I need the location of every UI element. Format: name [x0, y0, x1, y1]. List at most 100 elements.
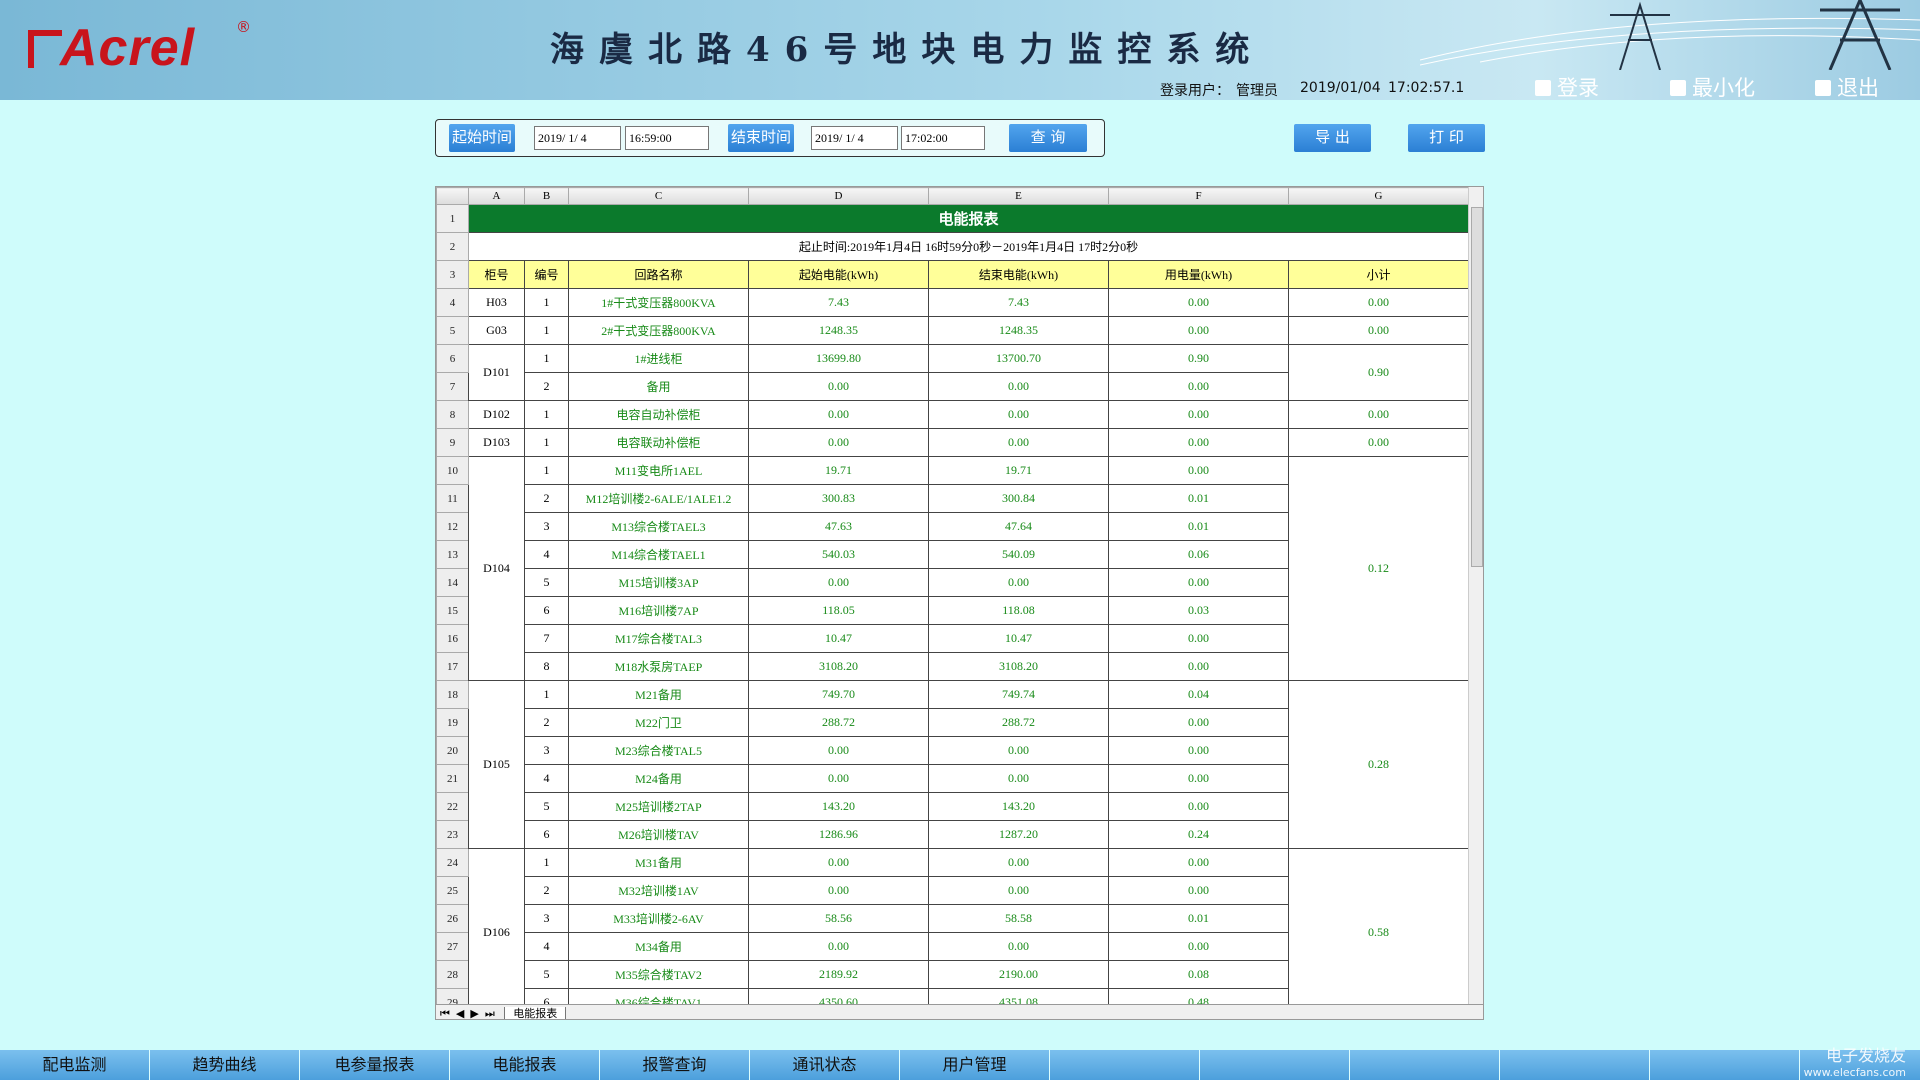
- nav-empty: [1650, 1050, 1800, 1080]
- circuit-name: M11变电所1AEL: [568, 456, 749, 485]
- nav-empty: [1050, 1050, 1200, 1080]
- sheet-row: 18 D105 1 M21备用 749.70 749.74 0.04 0.28: [436, 680, 1468, 849]
- nav-item[interactable]: 电参量报表: [300, 1050, 450, 1080]
- spreadsheet: A B C D E F G 1 电能报表 2 起止时间:2019年1月4日 16时59分0秒－201…: [435, 186, 1484, 1020]
- sheet-row: 8 D102 1 电容自动补偿柜 0.00 0.00 0.00 0.00: [436, 400, 1468, 429]
- circuit-number: 4: [524, 540, 569, 569]
- logo-icon: [28, 30, 62, 68]
- header: Acrel ® 海虞北路46号地块电力监控系统 登录用户： 管理员 2019/0…: [0, 0, 1920, 100]
- sheet-grid: A B C D E F G 1 电能报表 2 起止时间:2019年1月4日 16时59分0秒－201…: [436, 187, 1468, 1004]
- sheet-row: 9 D103 1 电容联动补偿柜 0.00 0.00 0.00 0.00: [436, 428, 1468, 457]
- scroll-thumb[interactable]: [1471, 207, 1483, 567]
- circuit-number: 3: [524, 736, 569, 765]
- column-letter: F: [1108, 187, 1289, 205]
- nav-item[interactable]: 报警查询: [600, 1050, 750, 1080]
- start-energy: 0.00: [748, 764, 929, 793]
- circuit-name: 1#干式变压器800KVA: [568, 288, 749, 317]
- energy-used: 0.00: [1108, 932, 1289, 961]
- print-button[interactable]: 打 印: [1408, 124, 1485, 152]
- circuit-name: 1#进线柜: [568, 344, 749, 373]
- logo: Acrel: [60, 19, 196, 77]
- circuit-name: M36综合楼TAV1: [568, 988, 749, 1004]
- date: 2019/01/04: [1300, 80, 1381, 96]
- circuit-number: 8: [524, 652, 569, 681]
- end-energy: 19.71: [928, 456, 1109, 485]
- end-energy: 300.84: [928, 484, 1109, 513]
- circuit-number: 2: [524, 372, 569, 401]
- start-energy: 300.83: [748, 484, 929, 513]
- row-number: 23: [436, 820, 469, 849]
- energy-used: 0.00: [1108, 736, 1289, 765]
- minimize-button[interactable]: 最小化: [1670, 72, 1755, 102]
- end-energy: 540.09: [928, 540, 1109, 569]
- sheet-row: 2 起止时间:2019年1月4日 16时59分0秒－2019年1月4日 17时2分…: [436, 232, 1468, 261]
- energy-used: 0.00: [1108, 288, 1289, 317]
- nav-item[interactable]: 电能报表: [450, 1050, 600, 1080]
- circuit-name: M14综合楼TAEL1: [568, 540, 749, 569]
- start-energy: 288.72: [748, 708, 929, 737]
- nav-empty: [1200, 1050, 1350, 1080]
- start-energy: 0.00: [748, 428, 929, 457]
- nav-item[interactable]: 用户管理: [900, 1050, 1050, 1080]
- nav-item[interactable]: 趋势曲线: [150, 1050, 300, 1080]
- circuit-number: 1: [524, 400, 569, 429]
- end-energy: 143.20: [928, 792, 1109, 821]
- query-button[interactable]: 查 询: [1009, 124, 1087, 152]
- end-energy: 0.00: [928, 932, 1109, 961]
- exit-button[interactable]: 退出: [1815, 72, 1879, 102]
- sheet-row: 1 电能报表: [436, 204, 1468, 233]
- sheet-row: 4 H03 1 1#干式变压器800KVA 7.43 7.43 0.00 0.00: [436, 288, 1468, 317]
- cabinet-id: D104: [468, 456, 525, 681]
- energy-used: 0.90: [1108, 344, 1289, 373]
- end-time[interactable]: 17:02:00: [901, 126, 985, 150]
- tab-nav[interactable]: ⏮◀▶⏭: [440, 1007, 501, 1020]
- start-energy: 0.00: [748, 568, 929, 597]
- sheet-tab[interactable]: 电能报表: [504, 1007, 567, 1019]
- end-energy: 3108.20: [928, 652, 1109, 681]
- circuit-name: M33培训楼2-6AV: [568, 904, 749, 933]
- sheet-row: 7 2 备用 0.00 0.00 0.00: [436, 372, 1469, 401]
- watermark-name: 电子发烧友: [1825, 1046, 1906, 1065]
- system-title: 海虞北路46号地块电力监控系统: [550, 30, 1265, 70]
- circuit-name: M32培训楼1AV: [568, 876, 749, 905]
- nav-item[interactable]: 通讯状态: [750, 1050, 900, 1080]
- circuit-name: M17综合楼TAL3: [568, 624, 749, 653]
- end-energy: 0.00: [928, 568, 1109, 597]
- circuit-number: 4: [524, 932, 569, 961]
- end-energy: 0.00: [928, 400, 1109, 429]
- start-energy: 13699.80: [748, 344, 929, 373]
- query-toolbar: 起始时间 2019/ 1/ 4 16:59:00 结束时间 2019/ 1/ 4…: [435, 119, 1105, 157]
- energy-used: 0.24: [1108, 820, 1289, 849]
- end-date[interactable]: 2019/ 1/ 4: [811, 126, 898, 150]
- column-header: 结束电能(kWh): [928, 260, 1109, 289]
- end-energy: 4351.08: [928, 988, 1109, 1004]
- nav-empty: [1500, 1050, 1650, 1080]
- circuit-number: 5: [524, 568, 569, 597]
- subtotal: 0.00: [1288, 400, 1468, 429]
- energy-used: 0.00: [1108, 624, 1289, 653]
- start-energy: 1286.96: [748, 820, 929, 849]
- start-date[interactable]: 2019/ 1/ 4: [534, 126, 621, 150]
- circuit-name: 电容联动补偿柜: [568, 428, 749, 457]
- circuit-number: 2: [524, 876, 569, 905]
- start-energy: 0.00: [748, 400, 929, 429]
- report-table: A B C D E F G 1 电能报表 2 起止时间:2019年1月4日 16时59分0秒－201…: [436, 187, 1468, 1004]
- nav-item[interactable]: 配电监测: [0, 1050, 150, 1080]
- sheet-row: 6 D101 1 1#进线柜 13699.80 13700.70 0.90 0.90: [436, 344, 1468, 401]
- cabinet-id: D102: [468, 400, 525, 429]
- report-title: 电能报表: [468, 204, 1468, 233]
- export-button[interactable]: 导 出: [1294, 124, 1371, 152]
- column-header: 回路名称: [568, 260, 749, 289]
- cabinet-id: D101: [468, 344, 525, 401]
- login-button[interactable]: 登录: [1535, 72, 1599, 102]
- row-number: 24: [436, 848, 469, 877]
- column-header: 编号: [524, 260, 569, 289]
- cabinet-id: D103: [468, 428, 525, 457]
- end-energy: 1248.35: [928, 316, 1109, 345]
- bottom-nav: 配电监测 趋势曲线 电参量报表 电能报表 报警查询 通讯状态 用户管理: [0, 1050, 1920, 1080]
- vertical-scrollbar[interactable]: [1468, 187, 1483, 1004]
- watermark-url: www.elecfans.com: [1803, 1066, 1906, 1079]
- start-energy: 1248.35: [748, 316, 929, 345]
- circuit-name: M18水泵房TAEP: [568, 652, 749, 681]
- start-time[interactable]: 16:59:00: [625, 126, 709, 150]
